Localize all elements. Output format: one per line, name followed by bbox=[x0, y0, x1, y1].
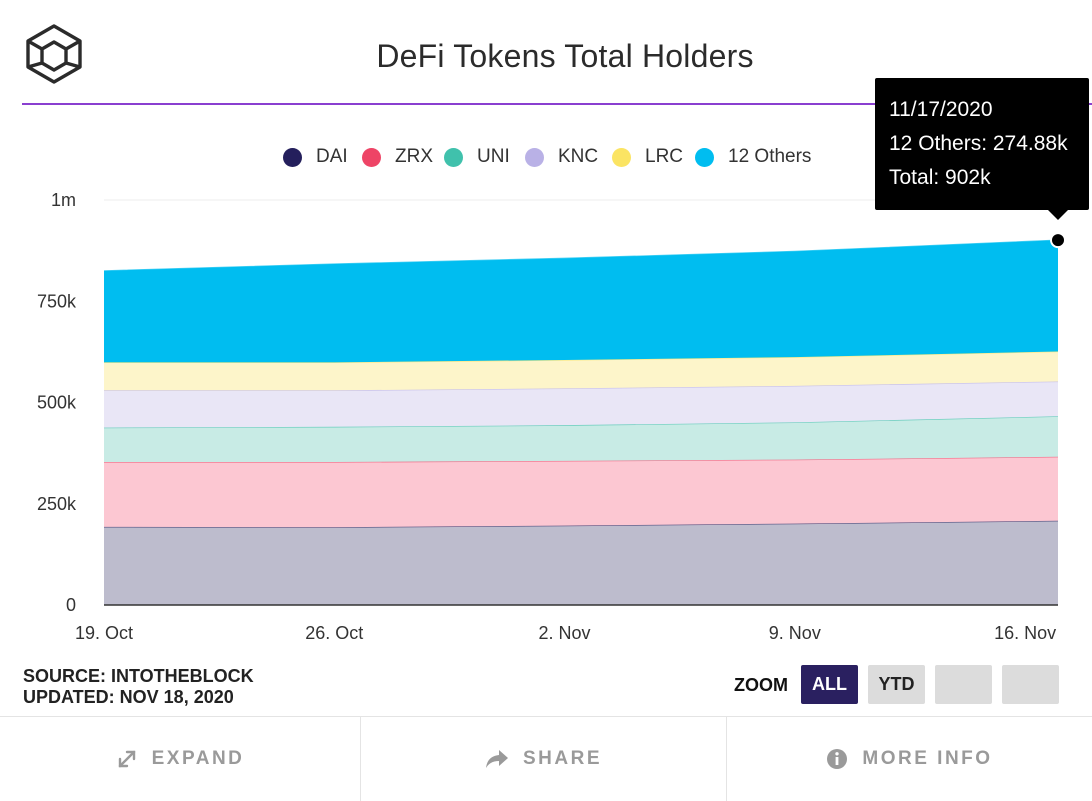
tooltip-pointer bbox=[1047, 209, 1069, 220]
share-label: SHARE bbox=[522, 748, 602, 769]
hover-point-marker bbox=[1050, 232, 1066, 249]
share-button[interactable]: SHARE bbox=[361, 717, 726, 801]
zoom-blank-button[interactable] bbox=[935, 665, 992, 704]
share-icon bbox=[485, 749, 509, 769]
legend-item-12-others[interactable]: 12 Others bbox=[695, 144, 811, 170]
chart-title: DeFi Tokens Total Holders bbox=[376, 38, 754, 74]
footer-divider bbox=[726, 717, 727, 801]
footer-bar: EXPAND SHARE MORE INFO bbox=[0, 716, 1092, 801]
y-tick-label: 1m bbox=[51, 190, 76, 210]
legend-label: DAI bbox=[316, 146, 348, 167]
legend-label: 12 Others bbox=[728, 146, 812, 167]
legend-marker bbox=[444, 147, 463, 167]
legend-label: UNI bbox=[477, 146, 510, 167]
tooltip-series-value: 12 Others: 274.88k bbox=[889, 132, 1068, 155]
x-tick-label: 16. Nov bbox=[994, 623, 1056, 643]
x-tick-label: 26. Oct bbox=[305, 623, 363, 643]
line-12-others bbox=[103, 239, 1059, 272]
info-icon bbox=[826, 748, 848, 770]
footer-divider bbox=[360, 717, 361, 801]
chart-header: DeFi Tokens Total Holders bbox=[0, 0, 1092, 104]
legend-label: LRC bbox=[645, 146, 684, 167]
source-note: SOURCE: INTOTHEBLOCK UPDATED: NOV 18, 20… bbox=[23, 666, 254, 708]
y-tick-label: 500k bbox=[37, 393, 77, 413]
y-tick-label: 250k bbox=[37, 494, 77, 514]
y-tick-label: 750k bbox=[37, 291, 77, 311]
tooltip-total: Total: 902k bbox=[889, 166, 991, 189]
legend-marker bbox=[283, 147, 302, 167]
expand-button[interactable]: EXPAND bbox=[0, 717, 360, 801]
chart-tooltip: 11/17/2020 12 Others: 274.88k Total: 902… bbox=[875, 78, 1089, 210]
area-lrc bbox=[104, 351, 1058, 391]
legend-marker bbox=[362, 147, 381, 167]
legend-marker bbox=[695, 147, 714, 167]
legend-marker bbox=[612, 147, 631, 167]
area-12-others bbox=[104, 240, 1058, 363]
legend-item-zrx[interactable]: ZRX bbox=[362, 144, 433, 170]
legend-item-uni[interactable]: UNI bbox=[444, 144, 510, 170]
legend-item-dai[interactable]: DAI bbox=[283, 144, 348, 170]
expand-icon bbox=[116, 748, 138, 770]
legend-label: KNC bbox=[558, 146, 599, 167]
line-uni bbox=[103, 415, 1059, 429]
x-tick-label: 2. Nov bbox=[539, 623, 591, 643]
area-knc bbox=[104, 381, 1058, 428]
legend-label: ZRX bbox=[395, 146, 433, 167]
more-info-button[interactable]: MORE INFO bbox=[727, 717, 1092, 801]
area-dai bbox=[104, 520, 1058, 605]
expand-label: EXPAND bbox=[151, 748, 245, 769]
area-uni bbox=[104, 416, 1058, 463]
zoom-all-button[interactable]: ALL bbox=[801, 665, 858, 704]
source-line: SOURCE: INTOTHEBLOCK bbox=[23, 666, 254, 686]
tooltip-date: 11/17/2020 bbox=[889, 98, 993, 121]
area-zrx bbox=[104, 456, 1058, 528]
zoom-blank-button[interactable] bbox=[1002, 665, 1059, 704]
updated-line: UPDATED: NOV 18, 2020 bbox=[23, 687, 234, 707]
more-info-label: MORE INFO bbox=[862, 748, 993, 769]
zoom-ytd-button[interactable]: YTD bbox=[868, 665, 925, 704]
legend-item-knc[interactable]: KNC bbox=[525, 144, 598, 170]
legend-item-lrc[interactable]: LRC bbox=[612, 144, 683, 170]
chart-legend: DAI ZRX UNI KNC LRC 12 Others bbox=[0, 140, 1092, 174]
the-block-cube-logo bbox=[26, 24, 82, 84]
title-divider bbox=[22, 103, 1092, 105]
y-tick-label: 0 bbox=[66, 595, 76, 615]
zoom-label: ZOOM bbox=[734, 675, 788, 695]
legend-marker bbox=[525, 147, 544, 167]
x-tick-label: 9. Nov bbox=[769, 623, 821, 643]
x-tick-label: 19. Oct bbox=[75, 623, 133, 643]
